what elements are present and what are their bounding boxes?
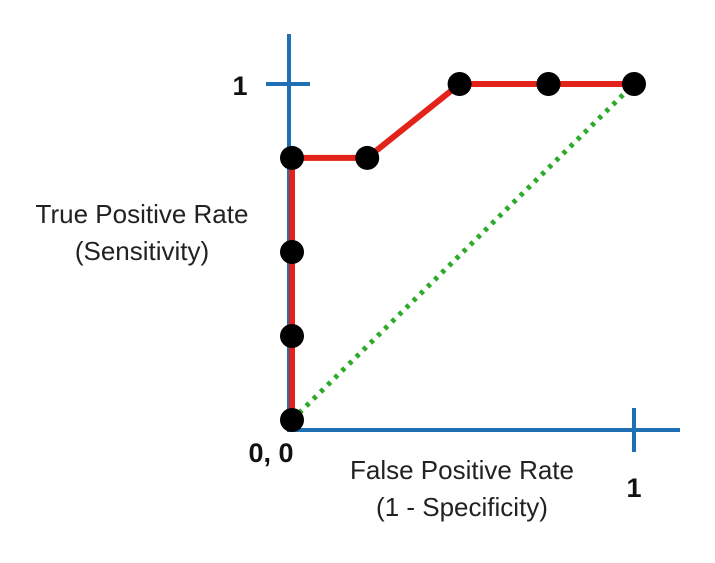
origin-label: 0, 0 xyxy=(248,438,293,468)
y-tick-label-one: 1 xyxy=(232,71,247,101)
roc-point xyxy=(622,72,646,96)
roc-point xyxy=(355,145,380,170)
roc-point xyxy=(280,408,304,432)
x-axis-label-line2: (1 - Specificity) xyxy=(376,492,548,522)
x-tick-label-one: 1 xyxy=(626,473,641,503)
roc-points xyxy=(280,72,646,432)
roc-point xyxy=(280,145,304,170)
roc-curve-line xyxy=(289,81,634,420)
roc-point xyxy=(536,72,561,96)
x-axis-label-line1: False Positive Rate xyxy=(350,455,574,485)
roc-point xyxy=(447,72,472,96)
chance-diagonal-line xyxy=(290,82,636,422)
y-axis-label-line2: (Sensitivity) xyxy=(75,236,209,266)
y-axis-label-line1: True Positive Rate xyxy=(36,199,249,229)
roc-point xyxy=(280,324,304,348)
roc-point xyxy=(280,240,304,264)
